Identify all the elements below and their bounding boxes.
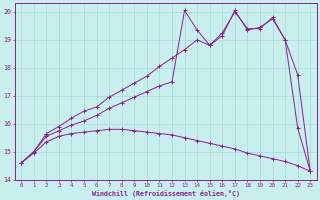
X-axis label: Windchill (Refroidissement éolien,°C): Windchill (Refroidissement éolien,°C) [92,190,240,197]
